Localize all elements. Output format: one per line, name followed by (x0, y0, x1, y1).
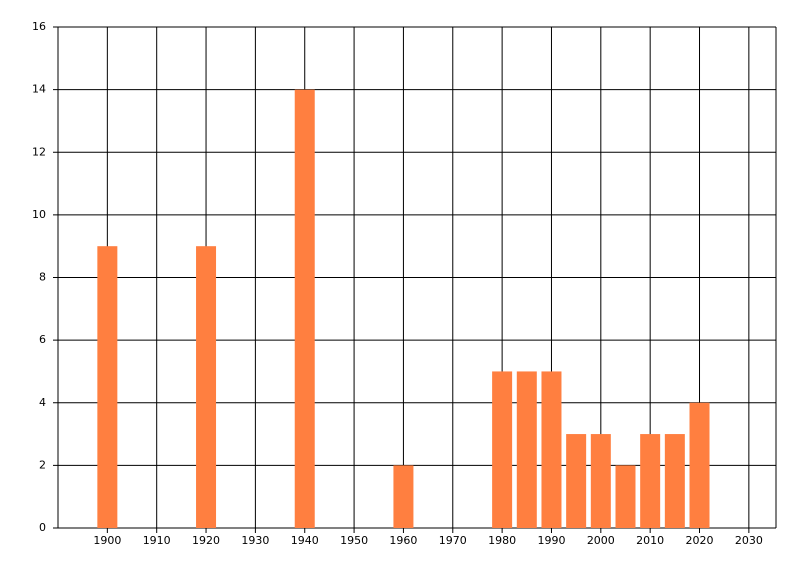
y-tick-label: 2 (39, 458, 46, 471)
bar (615, 465, 636, 528)
y-tick-label: 4 (39, 396, 46, 409)
bar (516, 371, 537, 528)
y-tick-label: 6 (39, 333, 46, 346)
x-tick-label: 1900 (93, 534, 121, 547)
bar (640, 434, 661, 528)
y-tick-label: 10 (32, 208, 46, 221)
y-tick-label: 14 (32, 83, 46, 96)
x-tick-label: 1920 (192, 534, 220, 547)
y-tick-label: 16 (32, 20, 46, 33)
x-tick-label: 2000 (587, 534, 615, 547)
y-tick-label: 0 (39, 521, 46, 534)
bar (393, 465, 414, 528)
x-tick-label: 2030 (735, 534, 763, 547)
bar (689, 402, 710, 528)
x-tick-label: 1940 (291, 534, 319, 547)
bar (590, 434, 611, 528)
x-tick-label: 1960 (389, 534, 417, 547)
bar (196, 246, 217, 528)
x-tick-label: 2020 (686, 534, 714, 547)
x-tick-label: 2010 (636, 534, 664, 547)
x-tick-label: 1930 (241, 534, 269, 547)
x-tick-label: 1910 (143, 534, 171, 547)
x-tick-label: 1970 (439, 534, 467, 547)
bar (294, 89, 315, 528)
x-tick-label: 1950 (340, 534, 368, 547)
bar (664, 434, 685, 528)
y-tick-label: 8 (39, 271, 46, 284)
x-tick-label: 1980 (488, 534, 516, 547)
bar (492, 371, 513, 528)
bar (541, 371, 562, 528)
bar (97, 246, 118, 528)
x-tick-label: 1990 (537, 534, 565, 547)
y-tick-label: 12 (32, 145, 46, 158)
bar (566, 434, 587, 528)
